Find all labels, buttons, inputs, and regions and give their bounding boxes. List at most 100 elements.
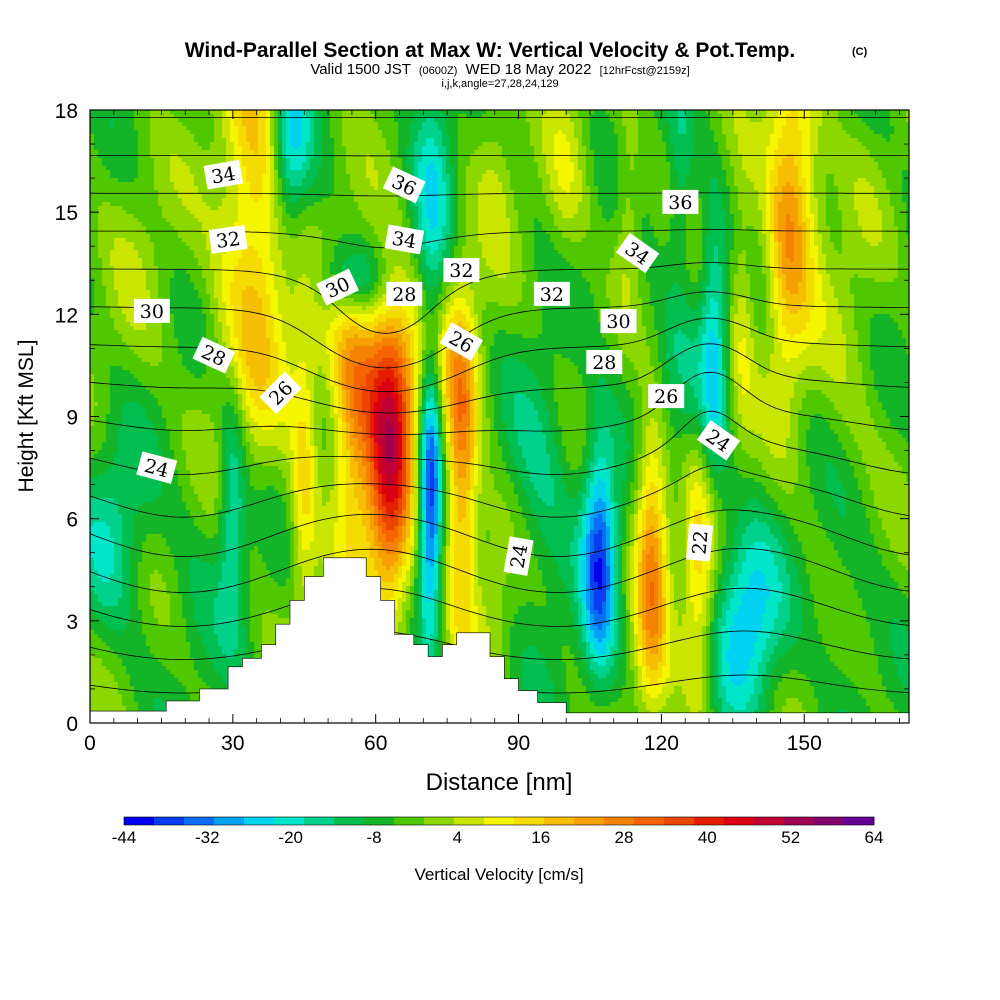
field-cell — [178, 670, 183, 675]
field-cell — [158, 218, 163, 223]
field-cell — [198, 470, 203, 475]
field-cell — [166, 446, 171, 451]
field-cell — [106, 190, 111, 195]
field-cell — [182, 254, 187, 259]
field-cell — [130, 662, 135, 667]
field-cell — [106, 438, 111, 443]
field-cell — [166, 190, 171, 195]
field-cell — [194, 646, 199, 651]
field-cell — [122, 558, 127, 563]
field-cell — [134, 170, 139, 175]
field-cell — [122, 110, 127, 115]
field-cell — [146, 506, 151, 511]
field-cell — [130, 690, 135, 695]
field-cell — [198, 614, 203, 619]
field-cell — [214, 190, 219, 195]
field-cell — [170, 382, 175, 387]
field-cell — [174, 170, 179, 175]
field-cell — [102, 382, 107, 387]
field-cell — [90, 530, 95, 535]
field-cell — [218, 218, 223, 223]
field-cell — [154, 210, 159, 215]
field-cell — [118, 146, 123, 151]
field-cell — [126, 370, 131, 375]
field-cell — [122, 322, 127, 327]
field-cell — [118, 382, 123, 387]
field-cell — [122, 214, 127, 219]
field-cell — [170, 174, 175, 179]
field-cell — [214, 426, 219, 431]
field-cell — [122, 362, 127, 367]
field-cell — [110, 242, 115, 247]
field-cell — [210, 466, 215, 471]
field-cell — [118, 254, 123, 259]
field-cell — [98, 450, 103, 455]
field-cell — [158, 654, 163, 659]
field-cell — [190, 346, 195, 351]
field-cell — [122, 150, 127, 155]
field-cell — [218, 270, 223, 275]
field-cell — [118, 286, 123, 291]
field-cell — [94, 514, 99, 519]
field-cell — [170, 186, 175, 191]
field-cell — [154, 430, 159, 435]
field-cell — [90, 374, 95, 379]
field-cell — [98, 130, 103, 135]
field-cell — [158, 330, 163, 335]
field-cell — [122, 462, 127, 467]
field-cell — [130, 182, 135, 187]
field-cell — [174, 546, 179, 551]
field-cell — [182, 174, 187, 179]
field-cell — [110, 658, 115, 663]
field-cell — [210, 214, 215, 219]
field-cell — [106, 222, 111, 227]
field-cell — [210, 118, 215, 123]
field-cell — [146, 110, 151, 115]
field-cell — [210, 678, 215, 683]
field-cell — [102, 558, 107, 563]
field-cell — [90, 566, 95, 571]
field-cell — [210, 222, 215, 227]
field-cell — [182, 622, 187, 627]
field-cell — [118, 458, 123, 463]
field-cell — [118, 338, 123, 343]
field-cell — [94, 194, 99, 199]
field-cell — [170, 566, 175, 571]
field-cell — [154, 278, 159, 283]
field-cell — [130, 574, 135, 579]
field-cell — [158, 646, 163, 651]
field-cell — [98, 486, 103, 491]
field-cell — [134, 206, 139, 211]
field-cell — [134, 130, 139, 135]
field-cell — [138, 406, 143, 411]
field-cell — [170, 534, 175, 539]
field-cell — [146, 494, 151, 499]
field-cell — [190, 210, 195, 215]
field-cell — [178, 438, 183, 443]
field-cell — [198, 210, 203, 215]
field-cell — [142, 478, 147, 483]
field-cell — [194, 310, 199, 315]
field-cell — [210, 258, 215, 263]
field-cell — [130, 230, 135, 235]
field-cell — [126, 178, 131, 183]
field-cell — [90, 578, 95, 583]
field-cell — [178, 418, 183, 423]
field-cell — [166, 450, 171, 455]
field-cell — [122, 538, 127, 543]
field-cell — [102, 194, 107, 199]
field-cell — [98, 478, 103, 483]
field-cell — [202, 282, 207, 287]
field-cell — [182, 306, 187, 311]
field-cell — [202, 222, 207, 227]
field-cell — [146, 610, 151, 615]
field-cell — [94, 450, 99, 455]
field-cell — [210, 554, 215, 559]
field-cell — [102, 186, 107, 191]
field-cell — [214, 306, 219, 311]
field-cell — [134, 234, 139, 239]
field-cell — [182, 186, 187, 191]
field-cell — [198, 538, 203, 543]
field-cell — [202, 142, 207, 147]
field-cell — [178, 198, 183, 203]
